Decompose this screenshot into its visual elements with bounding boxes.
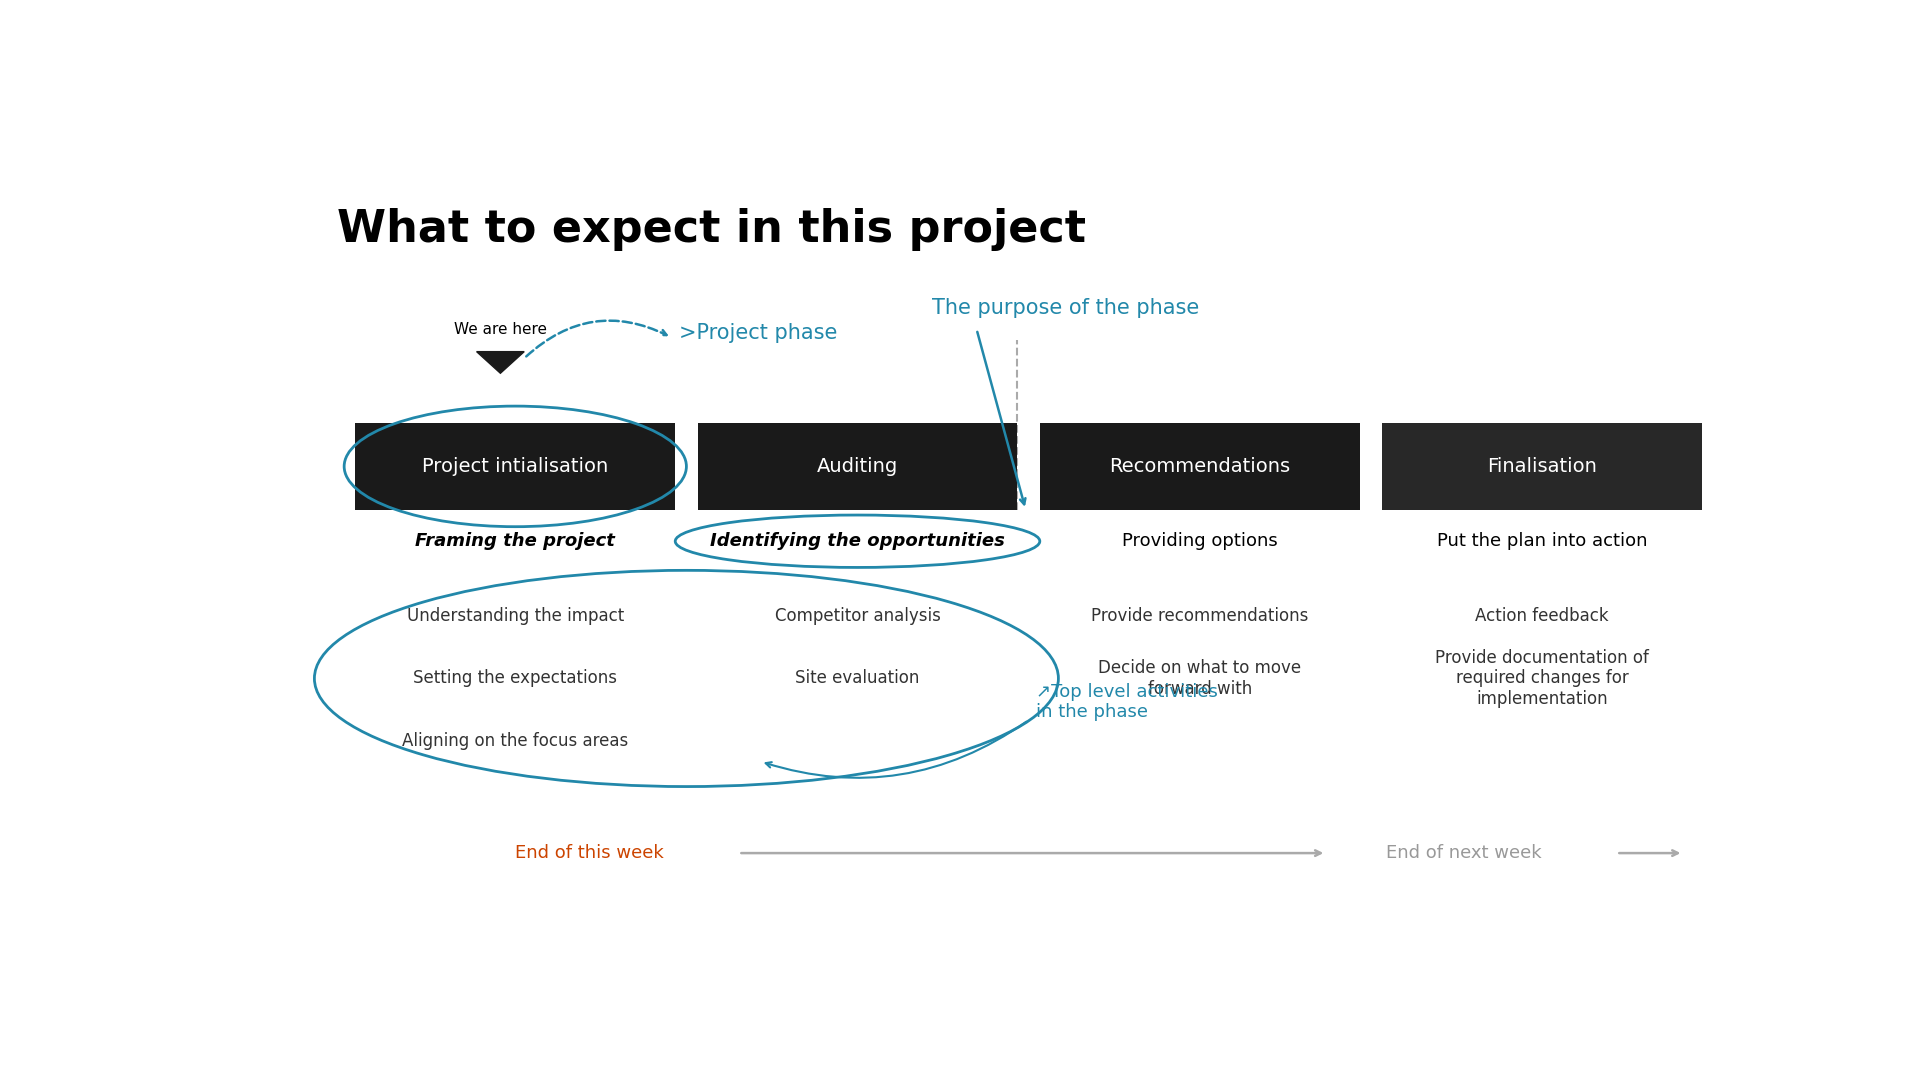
- Text: Decide on what to move
forward with: Decide on what to move forward with: [1098, 659, 1302, 698]
- Text: Providing options: Providing options: [1121, 532, 1277, 550]
- Text: We are here: We are here: [453, 322, 547, 337]
- Text: Aligning on the focus areas: Aligning on the focus areas: [401, 732, 628, 750]
- Text: Site evaluation: Site evaluation: [795, 670, 920, 688]
- Text: Provide recommendations: Provide recommendations: [1091, 607, 1308, 625]
- Text: Identifying the opportunities: Identifying the opportunities: [710, 532, 1004, 550]
- Text: The purpose of the phase: The purpose of the phase: [931, 298, 1200, 319]
- Text: Understanding the impact: Understanding the impact: [407, 607, 624, 625]
- Text: Setting the expectations: Setting the expectations: [413, 670, 618, 688]
- Text: Competitor analysis: Competitor analysis: [774, 607, 941, 625]
- Text: End of next week: End of next week: [1386, 845, 1542, 862]
- Text: Finalisation: Finalisation: [1488, 457, 1597, 476]
- Text: Project intialisation: Project intialisation: [422, 457, 609, 476]
- FancyBboxPatch shape: [355, 422, 676, 510]
- FancyBboxPatch shape: [1382, 422, 1701, 510]
- Text: Recommendations: Recommendations: [1110, 457, 1290, 476]
- Text: ↗Top level activities
in the phase: ↗Top level activities in the phase: [1037, 683, 1217, 721]
- FancyBboxPatch shape: [1041, 422, 1359, 510]
- Text: Action feedback: Action feedback: [1475, 607, 1609, 625]
- Text: What to expect in this project: What to expect in this project: [336, 207, 1085, 251]
- Text: End of this week: End of this week: [515, 845, 664, 862]
- Text: >Project phase: >Project phase: [680, 323, 837, 343]
- Polygon shape: [476, 352, 524, 374]
- Text: Provide documentation of
required changes for
implementation: Provide documentation of required change…: [1434, 649, 1649, 708]
- Text: Auditing: Auditing: [816, 457, 899, 476]
- Text: Put the plan into action: Put the plan into action: [1436, 532, 1647, 550]
- FancyBboxPatch shape: [697, 422, 1018, 510]
- Text: Framing the project: Framing the project: [415, 532, 614, 550]
